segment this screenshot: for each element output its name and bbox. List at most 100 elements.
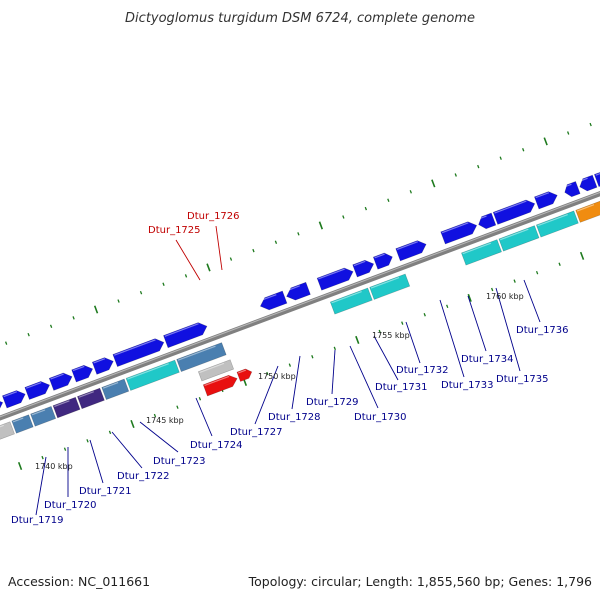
gene-reverse [11,414,34,434]
tick-mark [288,363,292,367]
gene-label-dtur-1722[interactable]: Dtur_1722 [117,471,170,482]
gene-label-dtur-1720[interactable]: Dtur_1720 [44,500,97,511]
gene-label-dtur-1730[interactable]: Dtur_1730 [354,412,407,423]
gene-label-dtur-1732[interactable]: Dtur_1732 [396,365,449,376]
gene-highlight [25,381,42,389]
tick-marks [4,122,592,471]
gene-highlight [353,260,366,267]
tick-mark [522,148,525,152]
tick-mark [342,215,345,219]
tick-mark [198,397,202,401]
gene-label-dtur-1723[interactable]: Dtur_1723 [153,456,206,467]
gene-highlight [494,200,527,214]
gene-highlight [595,172,600,176]
gene-label-dtur-1729[interactable]: Dtur_1729 [306,397,359,408]
gene-label-dtur-1734[interactable]: Dtur_1734 [461,354,514,365]
leader-line [195,397,213,437]
gene-dtur-1726 [202,374,238,397]
leader-line [523,279,541,323]
gene-highlight [318,268,345,280]
gene-forward [48,372,73,391]
gene-highlight [93,358,106,364]
gene-forward [478,212,497,230]
gene-label-dtur-1727[interactable]: Dtur_1727 [230,427,283,438]
gene-label-dtur-1728[interactable]: Dtur_1728 [268,412,321,423]
gene-forward [163,322,208,349]
tick-mark [378,329,381,334]
tick-mark [266,371,269,376]
tick-mark [513,279,516,283]
gene-label-dtur-1731[interactable]: Dtur_1731 [375,382,428,393]
tick-mark [49,324,53,329]
gene-highlight [0,424,5,428]
gene-highlight [12,417,24,423]
label-leader-lines [35,225,541,516]
gene-reverse [535,210,579,238]
gene-label-dtur-1735[interactable]: Dtur_1735 [496,374,549,385]
tick-mark [4,341,8,345]
gene-label-dtur-1736[interactable]: Dtur_1736 [516,325,569,336]
gene-highlight [102,382,119,389]
tick-mark [41,455,44,460]
gene-dtur-1726b [236,368,253,382]
tick-mark [153,413,157,418]
gene-forward [1,390,26,409]
tick-mark [162,282,165,286]
tick-mark [184,274,188,278]
gene-forward [440,221,478,245]
tick-mark [130,419,135,429]
gene-highlight [563,183,572,188]
gene-reverse [575,200,600,223]
gene-forward [286,281,311,301]
gene-highlight [204,375,230,387]
leader-line [405,321,421,364]
gene-reverse [30,405,57,427]
tick-mark [311,355,314,359]
tick-mark [364,206,368,211]
tick-mark [139,290,143,295]
gene-forward [24,381,51,400]
gene-label-dtur-1721[interactable]: Dtur_1721 [79,486,132,497]
gene-reverse [176,342,227,372]
gene-label-dtur-1719[interactable]: Dtur_1719 [11,515,64,526]
gene-highlight [500,228,529,241]
gene-forward [372,252,393,270]
gene-highlight [238,369,247,374]
gene-highlight [396,241,418,251]
gene-label-dtur-1725[interactable]: Dtur_1725 [148,225,201,236]
tick-mark [535,270,539,275]
leader-line [439,299,465,378]
leader-line [331,349,336,395]
gene-highlight [199,362,225,373]
gene-highlight [177,345,216,361]
tick-mark [467,293,472,302]
leader-line [35,456,47,516]
gene-highlight [331,290,362,304]
gene-highlight [50,373,64,380]
tick-mark [252,248,255,253]
gene-label-dtur-1724[interactable]: Dtur_1724 [190,440,243,451]
gene-forward [316,267,354,291]
leader-line [467,295,487,352]
gene-reverse [76,387,105,410]
gene-forward [71,364,94,383]
gene-label-dtur-1726[interactable]: Dtur_1726 [187,211,240,222]
tick-mark [72,316,75,320]
gene-label-dtur-1733[interactable]: Dtur_1733 [441,380,494,391]
gene-highlight [78,391,94,398]
backbone-highlight [0,191,600,418]
tick-mark [27,332,30,337]
gene-forward [395,240,427,262]
gene-highlight [578,177,588,183]
gene-forward [579,174,598,192]
leader-line [291,355,301,410]
gene-highlight [374,253,385,259]
gene-forward [352,259,375,278]
leader-line [373,335,399,381]
accession-label: Accession: NC_011661 [8,574,150,589]
gene-forward [112,338,165,368]
gene-forward [593,171,600,187]
tick-mark [566,131,570,135]
